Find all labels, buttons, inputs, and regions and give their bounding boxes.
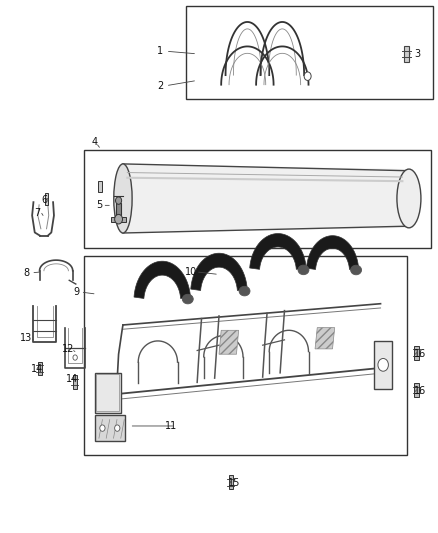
Ellipse shape [114,164,132,233]
Polygon shape [134,261,191,298]
Text: 2: 2 [157,81,163,91]
Text: 9: 9 [73,287,79,297]
Text: 7: 7 [35,208,41,219]
Polygon shape [250,233,306,269]
Text: 3: 3 [415,49,421,59]
Text: 6: 6 [41,195,47,205]
Polygon shape [191,253,247,290]
Bar [116,203,121,215]
Circle shape [100,425,105,431]
Polygon shape [123,164,409,233]
Bar [186,6,433,99]
Bar [95,415,125,441]
Text: 14: 14 [66,374,78,384]
Polygon shape [315,328,335,349]
Text: 13: 13 [20,333,32,343]
Text: 16: 16 [414,349,426,359]
Bar [374,341,392,389]
Text: 12: 12 [62,344,74,354]
Bar [95,373,121,413]
Text: 1: 1 [157,46,163,56]
Circle shape [116,197,122,204]
Bar [111,216,127,222]
Text: 14: 14 [31,364,43,374]
Ellipse shape [397,169,421,228]
Bar [73,375,77,389]
Circle shape [115,214,123,224]
Circle shape [115,425,120,431]
Ellipse shape [351,265,361,275]
Text: 8: 8 [24,268,30,278]
Text: 5: 5 [96,200,102,211]
Ellipse shape [182,294,193,304]
Ellipse shape [239,286,250,296]
Bar [96,374,120,411]
Text: 11: 11 [165,421,177,431]
Bar [84,256,407,455]
Bar [414,383,419,397]
Bar [98,181,102,192]
Circle shape [304,72,311,80]
Text: 16: 16 [414,386,426,397]
Text: 10: 10 [184,267,197,277]
Bar [84,150,431,248]
Polygon shape [219,330,239,354]
Polygon shape [307,236,359,270]
Bar [229,475,233,489]
Ellipse shape [298,265,309,274]
Text: 4: 4 [92,136,98,147]
Bar [404,46,410,62]
Text: 15: 15 [228,478,240,488]
Circle shape [73,355,78,360]
Bar [414,346,419,360]
Bar [45,193,48,205]
Circle shape [378,359,389,371]
Bar [38,362,42,375]
